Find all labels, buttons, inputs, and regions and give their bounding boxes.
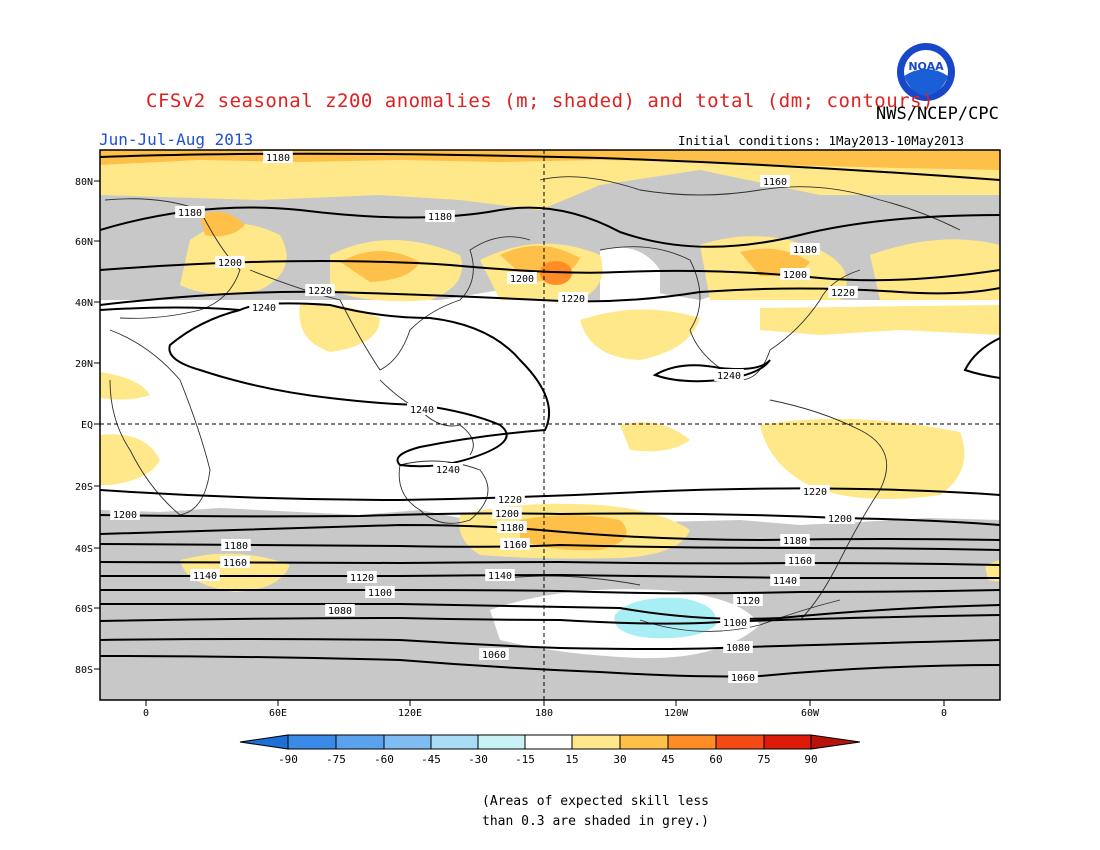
colorbar-segment xyxy=(524,734,573,750)
lat-label: 80S xyxy=(75,665,93,676)
skill-note-line-1: (Areas of expected skill less xyxy=(482,794,709,809)
colorbar-segment xyxy=(763,734,812,750)
contour-label: 1160 xyxy=(503,540,527,551)
colorbar-tick: -45 xyxy=(421,753,441,766)
colorbar-tick: 75 xyxy=(757,753,770,766)
lat-label: 40N xyxy=(75,298,93,309)
colorbar-arrow-right xyxy=(810,734,861,750)
skill-note-line-2: than 0.3 are shaded in grey.) xyxy=(482,814,709,829)
contour-label: 1200 xyxy=(113,510,137,521)
colorbar-segment xyxy=(430,734,479,750)
reference-lines xyxy=(100,150,1000,700)
colorbar-tick: 45 xyxy=(661,753,674,766)
contour-label: 1180 xyxy=(428,212,452,223)
contour-label: 1120 xyxy=(350,573,374,584)
colorbar-segment xyxy=(335,734,385,750)
contour-label: 1160 xyxy=(763,177,787,188)
contour-label: 1080 xyxy=(726,643,750,654)
colorbar-segment xyxy=(667,734,717,750)
lat-label: 20N xyxy=(75,359,93,370)
lat-label: EQ xyxy=(81,420,93,431)
contour-label: 1240 xyxy=(717,371,741,382)
contour-label: 1140 xyxy=(193,571,217,582)
contour-label: 1200 xyxy=(828,514,852,525)
contour-label: 1200 xyxy=(218,258,242,269)
contour-label: 1180 xyxy=(783,536,807,547)
contour-label: 1240 xyxy=(252,303,276,314)
lat-label: 80N xyxy=(75,177,93,188)
height-contours xyxy=(100,152,1000,678)
agency-label: NWS/NCEP/CPC xyxy=(876,104,999,124)
contour-label: 1220 xyxy=(308,286,332,297)
lon-label: 120E xyxy=(398,708,422,719)
colorbar-segment xyxy=(287,734,337,750)
colorbar-arrow-left xyxy=(239,734,289,750)
lon-label: 0 xyxy=(143,708,149,719)
contour-label: 1100 xyxy=(368,588,392,599)
initial-conditions: Initial conditions: 1May2013-10May2013 xyxy=(678,133,964,148)
chart-title: CFSv2 seasonal z200 anomalies (m; shaded… xyxy=(146,90,934,112)
season-label: Jun-Jul-Aug 2013 xyxy=(99,130,254,149)
colorbar-segment xyxy=(619,734,669,750)
contour-label: 1140 xyxy=(488,571,512,582)
logo-text: NOAA xyxy=(908,60,944,73)
contour-label: 1200 xyxy=(783,270,807,281)
lon-label: 60E xyxy=(269,708,287,719)
contour-label: 1220 xyxy=(498,495,522,506)
colorbar-segment xyxy=(715,734,765,750)
lon-label: 0 xyxy=(941,708,947,719)
contour-label: 1220 xyxy=(803,487,827,498)
colorbar-tick: 15 xyxy=(565,753,578,766)
lat-label: 40S xyxy=(75,544,93,555)
contour-label: 1060 xyxy=(482,650,506,661)
lat-label: 60S xyxy=(75,604,93,615)
contour-label: 1060 xyxy=(731,673,755,684)
colorbar-tick: -90 xyxy=(278,753,298,766)
contour-label: 1240 xyxy=(410,405,434,416)
contour-label: 1220 xyxy=(831,288,855,299)
contour-label: 1160 xyxy=(223,558,247,569)
lon-label: 180 xyxy=(535,708,553,719)
contour-labels: 1180 1160 1180 1180 1180 1200 1200 1200 1220 1220… xyxy=(110,151,858,684)
contour-label: 1220 xyxy=(561,294,585,305)
contour-label: 1180 xyxy=(793,245,817,256)
colorbar-segment xyxy=(477,734,526,750)
colorbar-tick: 30 xyxy=(613,753,626,766)
contour-label: 1100 xyxy=(723,618,747,629)
lon-label: 60W xyxy=(801,708,820,719)
latitude-axis: 80N 60N 40N 20N EQ 20S 40S 60S 80S xyxy=(75,177,100,676)
lat-label: 20S xyxy=(75,482,93,493)
colorbar-tick: -60 xyxy=(374,753,394,766)
contour-label: 1240 xyxy=(436,465,460,476)
colorbar-tick: 60 xyxy=(709,753,722,766)
longitude-axis: 0 60E 120E 180 120W 60W 0 xyxy=(143,700,947,719)
contour-label: 1180 xyxy=(178,208,202,219)
colorbar-tick: 90 xyxy=(804,753,817,766)
colorbar-tick: -15 xyxy=(515,753,535,766)
contour-label: 1160 xyxy=(788,556,812,567)
colorbar-tick: -75 xyxy=(326,753,346,766)
contour-label: 1140 xyxy=(773,576,797,587)
lat-label: 60N xyxy=(75,237,93,248)
contour-label: 1180 xyxy=(224,541,248,552)
colorbar-tick: -30 xyxy=(468,753,488,766)
contour-label: 1180 xyxy=(500,523,524,534)
contour-label: 1200 xyxy=(510,274,534,285)
contour-label: 1200 xyxy=(495,509,519,520)
anomaly-neg15-30 xyxy=(614,597,717,639)
contour-label: 1080 xyxy=(328,606,352,617)
contour-label: 1120 xyxy=(736,596,760,607)
noaa-logo-icon: NOAA xyxy=(897,43,955,101)
lon-label: 120W xyxy=(664,708,689,719)
colorbar-segment xyxy=(571,734,621,750)
contour-label: 1180 xyxy=(266,153,290,164)
colorbar-segment xyxy=(383,734,432,750)
map-border xyxy=(99,149,1001,701)
